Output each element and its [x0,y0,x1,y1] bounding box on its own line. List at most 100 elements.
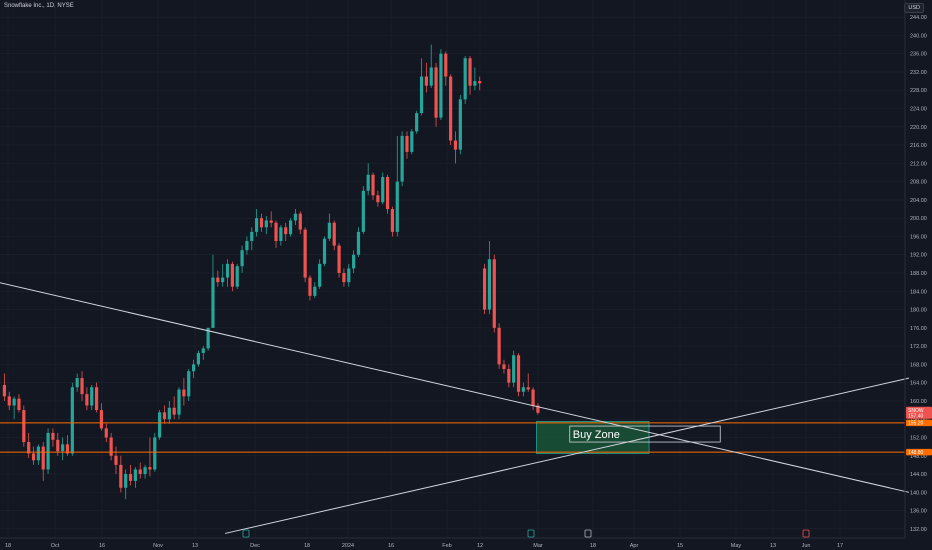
x-tick-label: May [731,543,742,549]
candle-body [322,238,327,264]
buy-zone-layer: Buy Zone [536,421,721,454]
y-tick-label: 204.00 [910,198,927,204]
price-axis[interactable]: 132.00136.00140.00144.00148.00152.00156.… [904,0,927,538]
x-tick-label: 16 [388,543,394,549]
candle-body [211,277,215,328]
grid-lines [0,0,905,538]
candle [196,350,201,367]
candle-body [356,231,361,255]
candle [27,432,31,459]
candle [31,446,36,465]
candle-body [85,394,89,406]
candle [206,327,210,351]
candle-body [424,76,428,86]
candle-body [235,266,239,287]
candle-body [31,453,36,461]
candles-layer [2,44,540,500]
y-tick-label: 228.00 [910,88,927,94]
candle-body [400,135,404,182]
candle [424,62,428,93]
candle [99,403,104,431]
candle [51,428,55,447]
candle-body [478,81,482,84]
event-marker-icon [527,529,535,538]
candle-body [395,181,399,232]
candle-body [502,364,506,369]
candle [395,135,399,237]
candle [80,371,84,401]
y-tick-label: 240.00 [910,33,927,39]
price-tag [906,448,932,456]
candle-body [221,277,225,283]
candle-body [201,348,205,353]
candle [124,469,128,500]
candle [507,364,511,388]
candle-body [182,389,186,397]
candle [400,131,404,187]
candle [288,218,293,237]
x-tick-label: 12 [477,543,483,549]
candle [201,346,205,360]
y-tick-label: 212.00 [910,161,927,167]
candle-body [114,455,118,465]
candle [531,387,535,411]
y-tick-label: 136.00 [910,509,927,515]
candle [352,250,356,273]
y-tick-label: 160.00 [910,399,927,405]
candle [2,373,7,401]
candle [240,245,244,273]
candle-body [46,432,50,470]
price-tag-label: 148.80 [908,450,924,456]
time-axis[interactable]: 18 Oct 16 Nov 13 Dec 18 2024 16 Feb 12 Mar 18 Apr 15 Ma… [0,529,905,549]
candle [211,254,215,328]
y-tick-label: 196.00 [910,234,927,240]
candle-body [269,220,273,223]
candle [478,76,482,91]
candle-body [167,407,171,420]
candle-body [225,263,230,278]
candle-body [526,387,530,390]
candle [191,359,196,379]
candle-body [119,464,123,488]
price-tag-label: SNOW [908,408,924,414]
candle [318,259,322,289]
candle-body [342,273,346,283]
candle-body [434,67,438,118]
y-tick-label: 144.00 [910,472,927,478]
candle-body [288,220,293,235]
candle-body [250,231,254,242]
candle [332,220,336,251]
y-tick-label: 180.00 [910,308,927,314]
candle-body [298,213,302,230]
x-tick-label: 13 [192,543,198,549]
candle-body [172,407,176,415]
candle [371,172,375,200]
candle-body [410,131,414,152]
x-tick-label: 13 [770,543,776,549]
candle-body [94,387,99,411]
candle [284,222,288,242]
x-tick-label: Nov [153,543,163,549]
candle-body [143,467,147,475]
candle-body [381,177,385,203]
drawing-lines-layer [0,282,910,534]
candle-body [80,378,84,395]
candle [274,220,278,248]
candle [342,268,346,287]
candle [512,350,516,388]
candle [487,241,492,315]
x-tick-label: 15 [677,543,683,549]
candle-body [415,113,419,132]
candle [347,263,351,287]
candle-body [318,263,322,287]
candle [415,110,419,134]
candle [259,213,264,232]
candle-body [90,387,94,406]
candle-body [385,177,390,210]
candle-body [177,389,181,415]
candle [376,190,380,207]
candle [502,359,506,374]
candle-body [439,53,443,118]
event-marker-icon [584,529,592,538]
